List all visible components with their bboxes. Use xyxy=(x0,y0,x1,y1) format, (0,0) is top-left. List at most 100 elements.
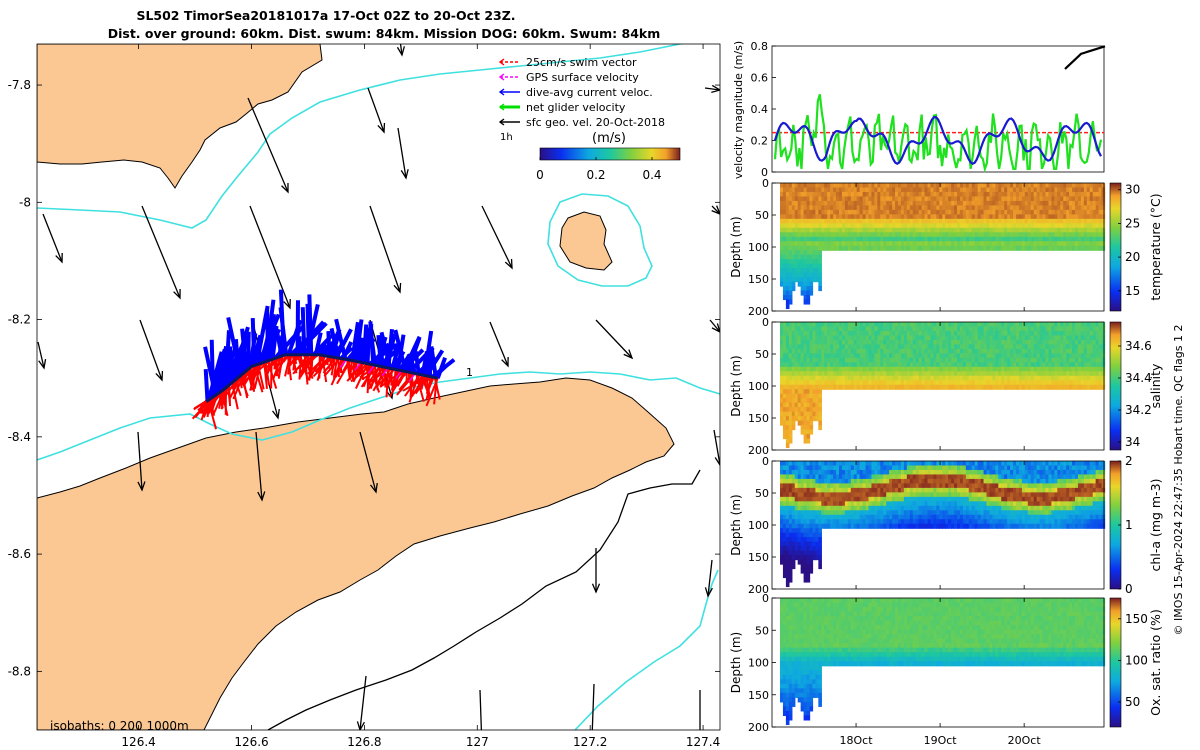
section-cell xyxy=(806,375,811,381)
section-cell xyxy=(782,259,787,265)
section-cell xyxy=(939,209,943,215)
section-cell xyxy=(883,339,887,345)
section-cell xyxy=(782,375,787,381)
section-cell xyxy=(945,344,949,350)
section-cell xyxy=(800,362,805,368)
section-cell xyxy=(892,348,896,354)
geo-arrow-head xyxy=(283,298,291,310)
section-cell xyxy=(1080,241,1085,247)
section-cell xyxy=(1030,335,1035,341)
section-cell xyxy=(803,416,808,422)
section-cell xyxy=(974,191,979,198)
isobaths-label: isobaths: 0 200 1000m xyxy=(50,719,189,733)
section-cell xyxy=(1001,191,1005,198)
section-cell xyxy=(806,416,811,422)
section-cell xyxy=(839,187,843,193)
section-cell xyxy=(836,232,840,238)
section-cell xyxy=(880,348,884,354)
section-cell xyxy=(986,241,991,247)
section-cell xyxy=(1095,187,1100,193)
section-cell xyxy=(883,380,887,386)
section-cell xyxy=(1027,200,1032,206)
section-cell xyxy=(1080,187,1085,193)
section-cell xyxy=(868,380,873,386)
section-cell xyxy=(1027,183,1032,189)
section-cell xyxy=(836,191,840,198)
section-cell xyxy=(1057,218,1061,224)
section-cell xyxy=(918,205,923,211)
geo-arrow-head xyxy=(55,252,63,264)
section-cell xyxy=(1054,227,1058,233)
section-cell xyxy=(995,245,999,251)
section-cell xyxy=(971,348,976,354)
section-cell xyxy=(1018,205,1023,211)
section-cell xyxy=(871,339,876,345)
section-cell xyxy=(877,326,881,332)
section-cell xyxy=(836,344,840,350)
section-cell xyxy=(962,241,967,247)
geo-arrow-shaft xyxy=(399,44,403,56)
section-cell xyxy=(1095,241,1100,247)
section-cell xyxy=(995,384,999,390)
section-cell xyxy=(974,236,979,242)
section-cell xyxy=(809,187,814,193)
section-cell xyxy=(912,322,917,328)
section-cell xyxy=(880,214,884,220)
section-cell xyxy=(785,236,790,242)
section-cell xyxy=(889,241,893,247)
geo-arrow-shaft xyxy=(247,97,289,193)
section-cell xyxy=(821,200,825,206)
section-cell xyxy=(971,326,976,332)
section-cell xyxy=(791,218,796,224)
section-cell xyxy=(880,335,884,341)
section-cell xyxy=(856,362,861,368)
section-cell xyxy=(892,322,896,328)
section-cell xyxy=(812,326,817,332)
section-cell xyxy=(977,344,982,350)
section-cell xyxy=(847,227,852,233)
section-cell xyxy=(818,532,822,538)
section-cell xyxy=(874,196,878,202)
section-cell xyxy=(1092,236,1097,242)
section-y-tick-label: 50 xyxy=(755,209,769,222)
section-cell xyxy=(839,353,843,359)
section-cell xyxy=(1077,232,1082,238)
section-cell xyxy=(841,371,846,377)
section-cell xyxy=(927,330,932,337)
section-cell xyxy=(986,326,991,332)
section-cell xyxy=(1030,209,1035,215)
section-cell xyxy=(909,200,914,206)
section-cell xyxy=(830,375,834,381)
section-cell xyxy=(821,218,825,224)
section-cell xyxy=(998,214,1002,220)
section-cell xyxy=(785,322,790,328)
section-cell xyxy=(924,236,929,242)
section-cell xyxy=(945,322,949,328)
section-cell xyxy=(847,196,852,202)
section-cell xyxy=(791,425,796,431)
section-cell xyxy=(992,191,996,198)
section-cell xyxy=(942,236,946,242)
section-cell xyxy=(880,344,884,350)
section-cell xyxy=(782,295,787,301)
section-cell xyxy=(877,218,881,224)
section-cell xyxy=(1033,380,1038,386)
section-cell xyxy=(1001,384,1005,390)
section-cell xyxy=(791,564,796,570)
section-cell xyxy=(800,263,805,269)
section-cell xyxy=(785,286,790,292)
section-cell xyxy=(1004,384,1008,390)
section-cell xyxy=(815,402,819,408)
section-cell xyxy=(1007,375,1011,381)
legend-label: sfc geo. vel. 20-Oct-2018 xyxy=(526,116,665,129)
section-cell xyxy=(898,191,902,198)
section-cell xyxy=(803,348,808,354)
section-cell xyxy=(827,187,831,193)
section-cell xyxy=(1033,326,1038,332)
section-cell xyxy=(1077,183,1082,189)
section-cell xyxy=(968,232,973,238)
section-cell xyxy=(809,429,814,435)
section-cell xyxy=(1075,200,1079,206)
section-cell xyxy=(1004,191,1008,198)
